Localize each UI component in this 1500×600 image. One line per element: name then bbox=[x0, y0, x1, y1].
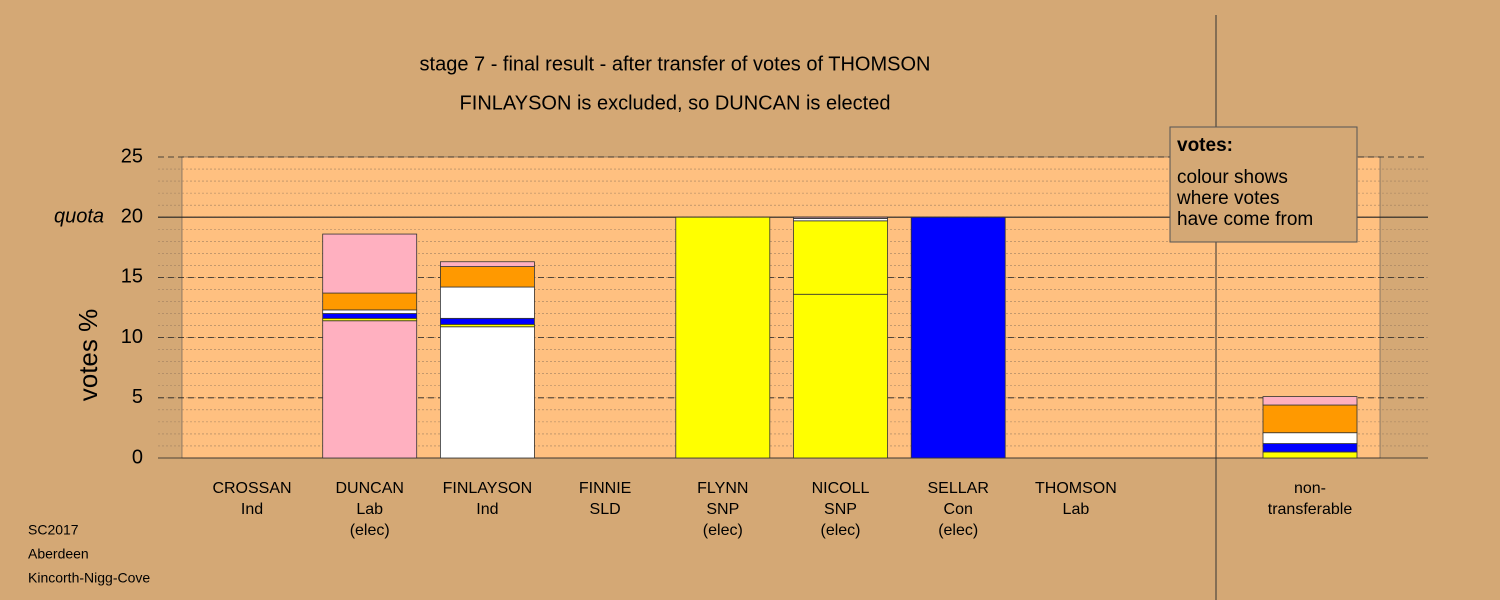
legend-title: votes: bbox=[1177, 135, 1233, 156]
bar-segment bbox=[1262, 396, 1358, 406]
bar-segment bbox=[1262, 443, 1358, 453]
y-axis-label: votes % bbox=[73, 309, 103, 402]
legend-text: have come from bbox=[1177, 209, 1313, 230]
plot: 0 5 10 15 20 quota 25 CROSSAN Ind DUNCAN Lab (elec)… bbox=[54, 145, 1428, 539]
footer-text: Aberdeen bbox=[28, 546, 89, 562]
x-tick-label: (elec) bbox=[938, 522, 978, 539]
bar-segment bbox=[439, 326, 535, 459]
x-tick-label: CROSSAN bbox=[212, 480, 291, 497]
bar-segment bbox=[793, 220, 888, 295]
x-tick-label: Ind bbox=[241, 501, 263, 518]
x-tick-label: SLD bbox=[590, 501, 621, 518]
x-tick-label: SELLAR bbox=[928, 480, 989, 497]
bar-segment bbox=[1262, 451, 1358, 459]
x-tick-label: NICOLL bbox=[812, 480, 870, 497]
bar-segment bbox=[322, 292, 418, 311]
legend-text: where votes bbox=[1176, 188, 1279, 209]
x-tick-label: FLYNN bbox=[697, 480, 748, 497]
bar-segment bbox=[439, 286, 535, 319]
x-tick-label: Con bbox=[944, 501, 973, 518]
bar-segment bbox=[675, 216, 771, 459]
bar-segment bbox=[910, 216, 1006, 459]
x-tick-label: (elec) bbox=[820, 522, 860, 539]
y-tick-label: 10 bbox=[121, 326, 143, 348]
y-tick-label: 0 bbox=[132, 446, 143, 468]
x-tick-label: Ind bbox=[476, 501, 498, 518]
x-tick-label: (elec) bbox=[350, 522, 390, 539]
x-tick-label: THOMSON bbox=[1035, 480, 1117, 497]
x-tick-label: FINNIE bbox=[579, 480, 631, 497]
bar-segment bbox=[439, 261, 535, 267]
x-tick-label: FINLAYSON bbox=[443, 480, 533, 497]
quota-label: quota bbox=[54, 205, 104, 227]
bar-segment bbox=[322, 233, 418, 294]
x-tick-label: SNP bbox=[824, 501, 857, 518]
x-tick-label: non- bbox=[1294, 480, 1326, 497]
x-tick-label: Lab bbox=[1063, 501, 1090, 518]
x-tick-label: DUNCAN bbox=[335, 480, 403, 497]
chart-subtitle: FINLAYSON is excluded, so DUNCAN is elec… bbox=[460, 92, 891, 114]
x-tick-label: transferable bbox=[1268, 501, 1353, 518]
bar-segment bbox=[793, 293, 888, 459]
bar-segment bbox=[322, 320, 418, 459]
x-tick-label: Lab bbox=[356, 501, 383, 518]
bar-segment bbox=[322, 309, 418, 314]
chart-title: stage 7 - final result - after transfer … bbox=[420, 53, 931, 75]
bar-segment bbox=[1262, 432, 1358, 444]
y-tick-label: 20 bbox=[121, 205, 143, 227]
x-tick-label: (elec) bbox=[703, 522, 743, 539]
x-tick-label: SNP bbox=[706, 501, 739, 518]
bar-segment bbox=[1262, 404, 1358, 434]
y-tick-label: 15 bbox=[121, 266, 143, 288]
y-tick-label: 5 bbox=[132, 386, 143, 408]
bar-segment bbox=[322, 313, 418, 319]
legend-text: colour shows bbox=[1177, 167, 1288, 188]
bar-segment bbox=[439, 266, 535, 288]
legend-box bbox=[1169, 126, 1358, 243]
footer-text: SC2017 bbox=[28, 522, 79, 538]
footer-text: Kincorth-Nigg-Cove bbox=[28, 570, 150, 586]
y-tick-label: 25 bbox=[121, 145, 143, 167]
bar-segment bbox=[793, 216, 888, 219]
bar-segment bbox=[439, 317, 535, 325]
